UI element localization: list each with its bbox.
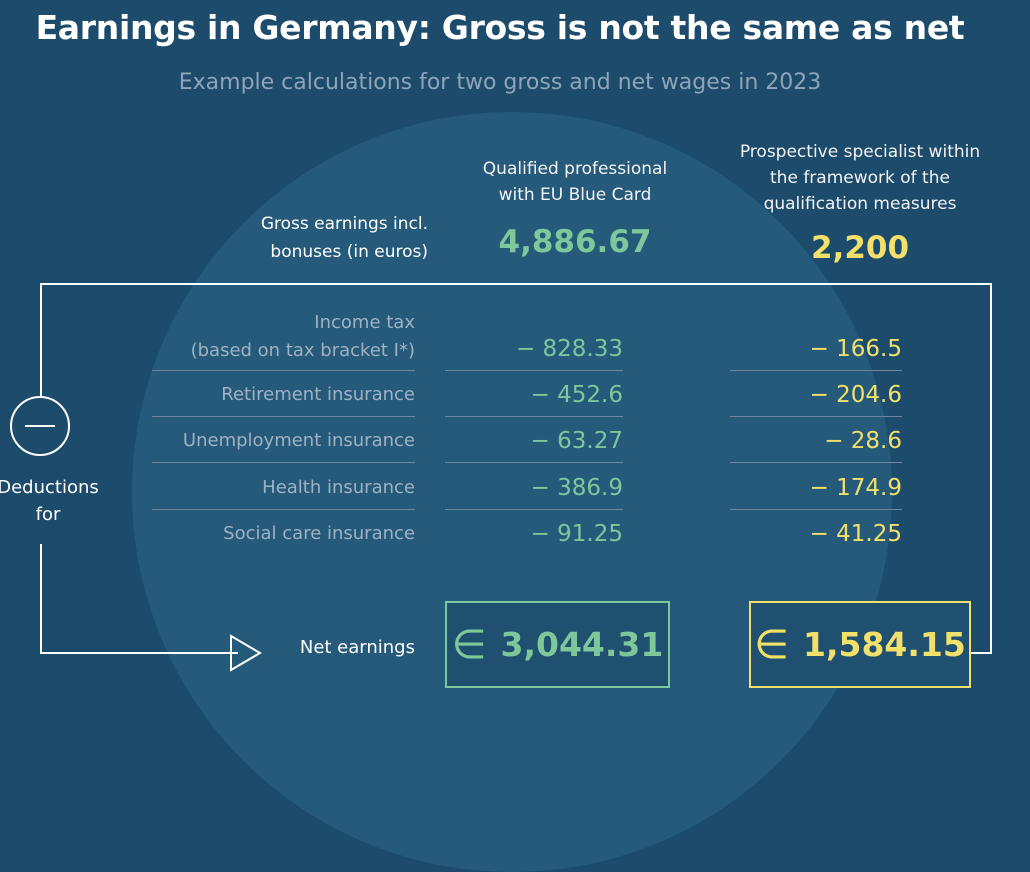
row-separator bbox=[730, 462, 902, 463]
deduction-qualified-unemployment: − 63.27 bbox=[530, 428, 623, 454]
column-header-qualified-line2: with EU Blue Card bbox=[498, 185, 652, 205]
row-label-health-insurance: Health insurance bbox=[262, 477, 415, 498]
gross-earnings-label-line1: Gross earnings incl. bbox=[260, 214, 428, 234]
column-header-qualified-line1: Qualified professional bbox=[482, 159, 668, 179]
minus-icon bbox=[10, 396, 70, 456]
page-subtitle: Example calculations for two gross and n… bbox=[178, 70, 822, 95]
flow-line-right bbox=[990, 283, 992, 654]
row-separator bbox=[730, 416, 902, 417]
deductions-label: Deductions for bbox=[0, 474, 110, 528]
row-label-income-tax: Income tax (based on tax bracket I*) bbox=[150, 309, 415, 365]
row-separator bbox=[730, 370, 902, 371]
gross-value-qualified: 4,886.67 bbox=[498, 224, 652, 260]
gross-value-prospective: 2,200 bbox=[810, 230, 910, 266]
euro-icon: ∈ bbox=[754, 621, 789, 668]
row-separator bbox=[445, 509, 623, 510]
deduction-prospective-unemployment: − 28.6 bbox=[824, 428, 902, 454]
row-separator bbox=[445, 462, 623, 463]
column-header-prospective: Prospective specialist within the framew… bbox=[720, 139, 1000, 217]
net-earnings-label: Net earnings bbox=[299, 637, 415, 658]
flow-line-left-lower bbox=[40, 544, 42, 653]
column-header-prospective-line1: Prospective specialist within bbox=[739, 142, 981, 162]
column-header-qualified: Qualified professional with EU Blue Card bbox=[445, 156, 705, 208]
deductions-label-line1: Deductions bbox=[0, 477, 99, 498]
flow-line-top bbox=[40, 283, 992, 285]
column-header-prospective-line3: qualification measures bbox=[763, 194, 957, 214]
flow-line-bottom-right bbox=[971, 652, 992, 654]
gross-earnings-label: Gross earnings incl. bonuses (in euros) bbox=[210, 210, 428, 266]
deduction-prospective-social-care: − 41.25 bbox=[809, 521, 902, 547]
deduction-qualified-retirement: − 452.6 bbox=[530, 382, 623, 408]
row-separator bbox=[152, 509, 415, 510]
row-separator bbox=[152, 416, 415, 417]
row-label-social-care-insurance: Social care insurance bbox=[223, 523, 415, 544]
row-separator bbox=[730, 509, 902, 510]
flow-line-bottom-left bbox=[40, 652, 238, 654]
row-label-retirement-insurance: Retirement insurance bbox=[221, 384, 415, 405]
column-header-prospective-line2: the framework of the bbox=[770, 168, 950, 188]
net-earnings-prospective-box: ∈ 1,584.15 bbox=[749, 601, 971, 688]
flow-line-left-upper bbox=[40, 283, 42, 397]
row-label-income-tax-line2: (based on tax bracket I*) bbox=[190, 340, 415, 361]
row-label-income-tax-line1: Income tax bbox=[314, 312, 415, 333]
row-separator bbox=[445, 416, 623, 417]
deduction-prospective-retirement: − 204.6 bbox=[809, 382, 902, 408]
deduction-qualified-social-care: − 91.25 bbox=[530, 521, 623, 547]
deduction-prospective-health: − 174.9 bbox=[809, 475, 902, 501]
deduction-qualified-income-tax: − 828.33 bbox=[515, 336, 623, 362]
page-title: Earnings in Germany: Gross is not the sa… bbox=[35, 8, 965, 47]
row-separator bbox=[152, 462, 415, 463]
gross-earnings-label-line2: bonuses (in euros) bbox=[270, 242, 428, 262]
row-label-unemployment-insurance: Unemployment insurance bbox=[182, 430, 415, 451]
arrow-right-icon bbox=[230, 634, 262, 672]
euro-icon: ∈ bbox=[451, 621, 487, 668]
net-earnings-qualified-value: 3,044.31 bbox=[500, 625, 664, 664]
net-earnings-prospective-value: 1,584.15 bbox=[803, 625, 966, 664]
deduction-qualified-health: − 386.9 bbox=[530, 475, 623, 501]
deductions-label-line2: for bbox=[35, 504, 61, 525]
row-separator bbox=[445, 370, 623, 371]
row-separator bbox=[152, 370, 415, 371]
deduction-prospective-income-tax: − 166.5 bbox=[809, 336, 902, 362]
net-earnings-qualified-box: ∈ 3,044.31 bbox=[445, 601, 670, 688]
